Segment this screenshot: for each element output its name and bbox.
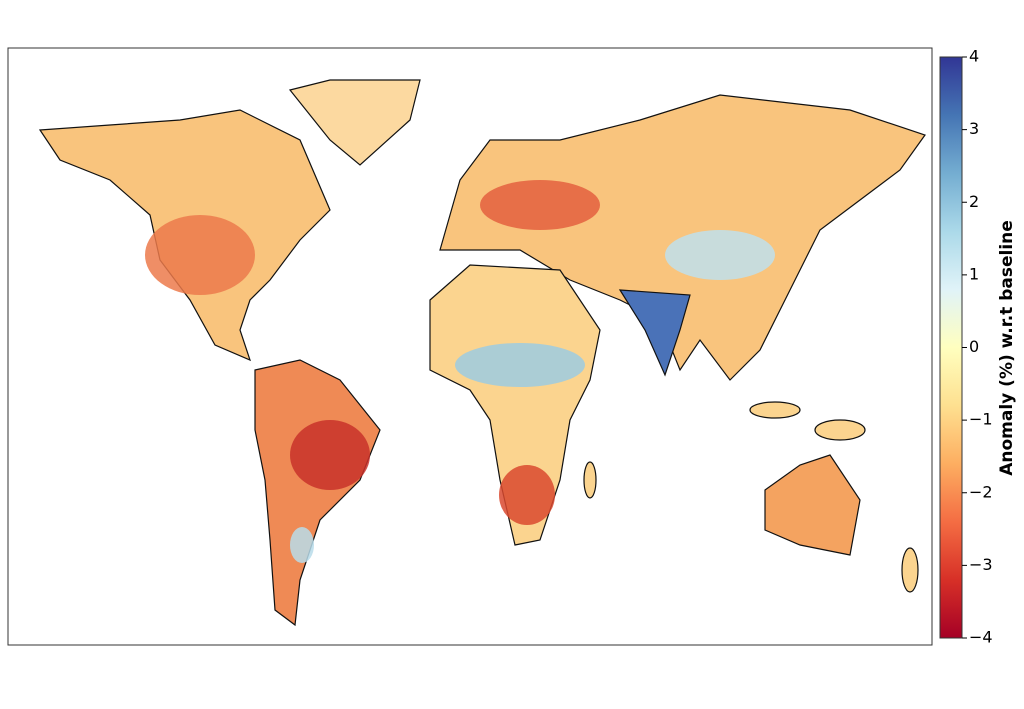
anomaly-region: [290, 420, 370, 490]
continents: [38, 79, 926, 627]
colorbar-tick-label: 3: [969, 119, 979, 138]
anomaly-region: [290, 527, 314, 563]
colorbar: [939, 56, 963, 639]
anomaly-region: [480, 180, 600, 230]
india: [618, 289, 691, 377]
anomaly-region: [499, 465, 555, 525]
colorbar-tick-label: 4: [969, 47, 979, 66]
colorbar-tick-label: 0: [969, 337, 979, 356]
anomaly-region: [665, 230, 775, 280]
new-zealand: [901, 547, 919, 593]
colorbar-tick-label: 2: [969, 192, 979, 211]
islands: [814, 419, 866, 441]
colorbar-tick-label: 1: [969, 264, 979, 283]
anomaly-region: [455, 343, 585, 387]
australia: [764, 454, 861, 556]
colorbar-label: Anomaly (%) w.r.t baseline: [997, 220, 1017, 476]
anomaly-region: [145, 215, 255, 295]
colorbar-tick-label: −4: [969, 628, 993, 647]
colorbar-tick-label: −1: [969, 410, 993, 429]
greenland: [288, 79, 421, 166]
islands: [749, 401, 801, 419]
colorbar-tick-label: −2: [969, 482, 993, 501]
colorbar-tick-label: −3: [969, 555, 993, 574]
madagascar: [583, 461, 597, 499]
